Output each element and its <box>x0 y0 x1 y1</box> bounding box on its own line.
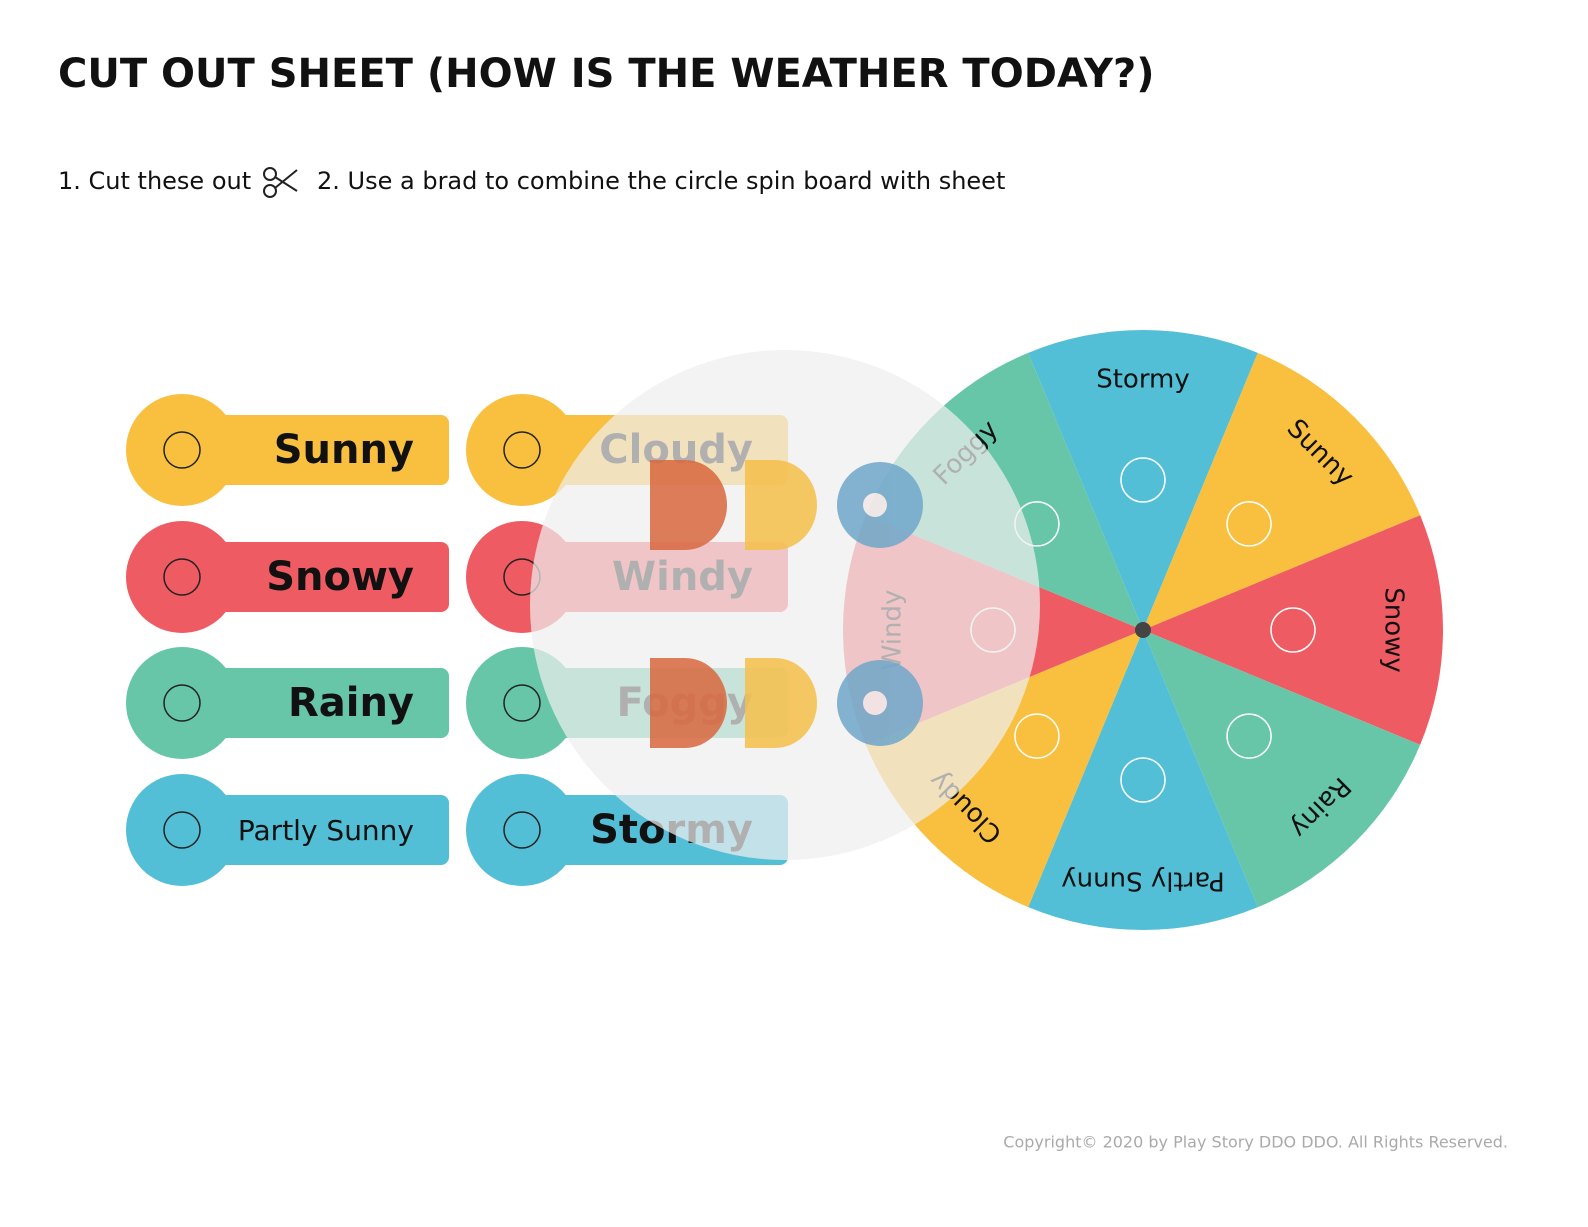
character-d <box>650 460 727 550</box>
weather-card: Sunny <box>126 394 449 506</box>
segment-icon <box>1120 757 1166 803</box>
card-label: Partly Sunny <box>238 814 414 847</box>
wheel-segment <box>1143 630 1421 908</box>
wheel-segment <box>1028 630 1258 931</box>
card-icon <box>163 558 201 596</box>
wheel-segment <box>1143 352 1421 630</box>
instruction: 1. Cut these out <box>58 167 251 195</box>
scissors-icon <box>263 167 298 198</box>
wheel-segment <box>865 630 1143 908</box>
segment-icon <box>1226 501 1272 547</box>
segment-label: Partly Sunny <box>1061 866 1225 896</box>
card-icon <box>163 431 201 469</box>
card-icon <box>503 811 541 849</box>
weather-card: Partly Sunny <box>126 774 449 886</box>
weather-card: Rainy <box>126 647 449 759</box>
character-o-hole <box>863 493 887 517</box>
card-icon <box>503 684 541 722</box>
card-bar <box>182 542 449 612</box>
character-d <box>745 460 817 550</box>
copyright: Copyright© 2020 by Play Story DDO DDO. A… <box>1003 1133 1508 1152</box>
segment-icon <box>1014 713 1060 759</box>
wheel-segment <box>1028 330 1258 630</box>
card-label: Rainy <box>288 680 414 726</box>
overlay-circle <box>530 350 1040 860</box>
segment-icon <box>1226 713 1272 759</box>
title: CUT OUT SHEET (HOW IS THE WEATHER TODAY?… <box>58 51 1155 97</box>
character-o-hole <box>863 691 887 715</box>
segment-icon <box>1120 457 1166 503</box>
character-d <box>650 658 727 748</box>
instruction: 2. Use a brad to combine the circle spin… <box>317 167 1005 195</box>
brad-hole <box>1135 622 1151 638</box>
card-bar <box>182 668 449 738</box>
card-label: Snowy <box>266 554 414 600</box>
segment-label: Stormy <box>1096 365 1190 395</box>
characters <box>650 460 923 748</box>
card-icon <box>503 431 541 469</box>
weather-card: Snowy <box>126 521 449 633</box>
card-icon <box>163 684 201 722</box>
wheel-segment <box>1143 515 1443 745</box>
card-bar <box>182 795 449 865</box>
card-label: Sunny <box>274 427 414 473</box>
segment-icon <box>1270 607 1316 653</box>
character-d <box>745 658 817 748</box>
card-icon <box>163 811 201 849</box>
card-bar <box>182 415 449 485</box>
segment-label: Snowy <box>1379 587 1409 673</box>
